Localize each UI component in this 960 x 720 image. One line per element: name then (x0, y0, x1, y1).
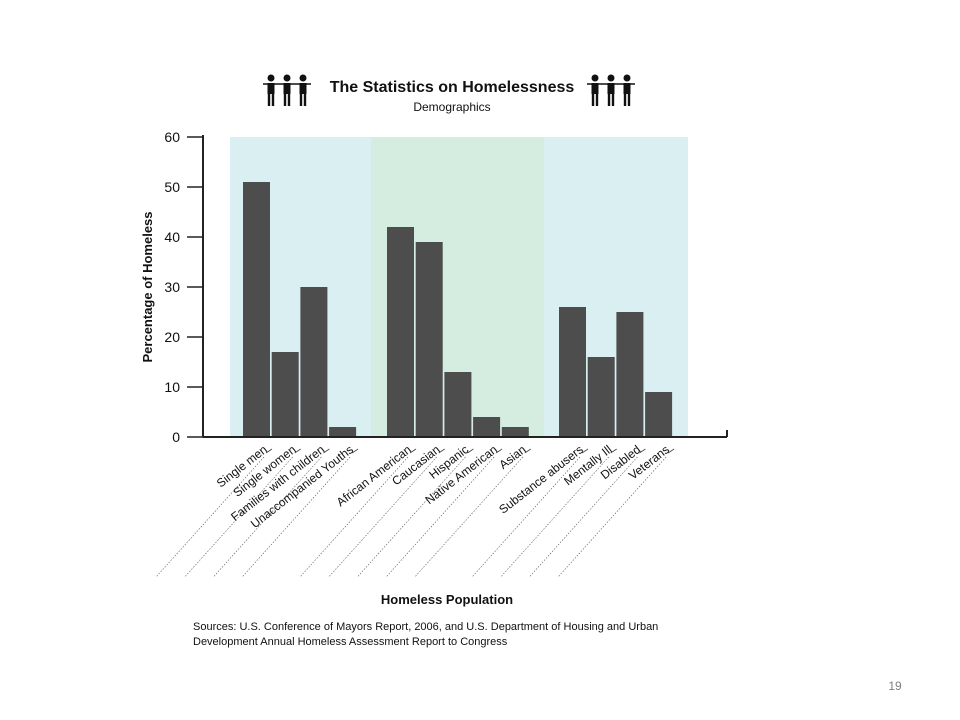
chart-title: The Statistics on Homelessness (330, 79, 575, 96)
leader-tick (265, 448, 273, 454)
y-tick-label: 30 (164, 279, 180, 295)
y-tick-label: 10 (164, 379, 180, 395)
leader-tick (610, 448, 617, 454)
leader-tick (495, 448, 503, 454)
leader-tick (467, 448, 474, 454)
leader-tick (323, 448, 330, 454)
people-icon-left (263, 74, 311, 106)
leader-tick (667, 448, 675, 454)
source-line-2: Development Annual Homeless Assessment R… (193, 636, 508, 648)
axes (202, 135, 728, 438)
category-leader-lines (155, 448, 675, 578)
y-tick-label: 50 (164, 179, 180, 195)
y-axis-label: Percentage of Homeless (140, 211, 155, 362)
bar-single-men (243, 182, 270, 437)
group-backgrounds (230, 137, 688, 437)
bar-mentally-ill (587, 357, 615, 437)
leader-tick (524, 448, 532, 454)
people-icon-right (587, 74, 635, 106)
bar-native-american (473, 417, 501, 437)
x-axis-label: Homeless Population (381, 592, 513, 607)
bars (243, 182, 673, 437)
category-label: Asian (496, 442, 528, 472)
leader-tick (581, 448, 589, 454)
y-axis-ticks: 0 10 20 30 40 50 60 (164, 129, 203, 445)
y-tick-label: 40 (164, 229, 180, 245)
page-number: 19 (888, 679, 902, 693)
leader-tick (294, 448, 301, 454)
bar-african-american (387, 227, 414, 437)
bar-families-with-children (300, 287, 328, 437)
y-tick-label: 60 (164, 129, 180, 145)
bar-veterans (645, 392, 673, 437)
bar-caucasian (415, 242, 443, 437)
chart-subtitle: Demographics (413, 100, 490, 114)
source-line-1: Sources: U.S. Conference of Mayors Repor… (193, 621, 658, 633)
bar-hispanic (444, 372, 472, 437)
bar-single-women (271, 352, 299, 437)
y-tick-label: 20 (164, 329, 180, 345)
bar-asian (501, 427, 529, 437)
leader-tick (438, 448, 445, 454)
bar-unaccompanied-youths (329, 427, 357, 437)
y-tick-label: 0 (172, 429, 180, 445)
bar-substance-abusers (559, 307, 586, 437)
leader-tick (409, 448, 417, 454)
leader-tick (639, 448, 646, 454)
bar-disabled (616, 312, 644, 437)
leader-tick (351, 448, 359, 454)
